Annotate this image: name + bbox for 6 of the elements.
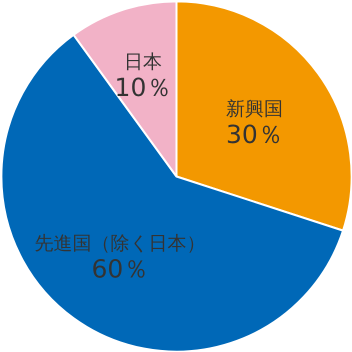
slice-label: 日本 [124,51,162,74]
data-label: 60％ [91,254,148,284]
slice-label: 先進国（除く日本） [34,232,206,254]
slice-label: 新興国 [226,98,283,120]
data-label: 10％ [114,73,172,102]
data-label: 30％ [226,120,283,149]
